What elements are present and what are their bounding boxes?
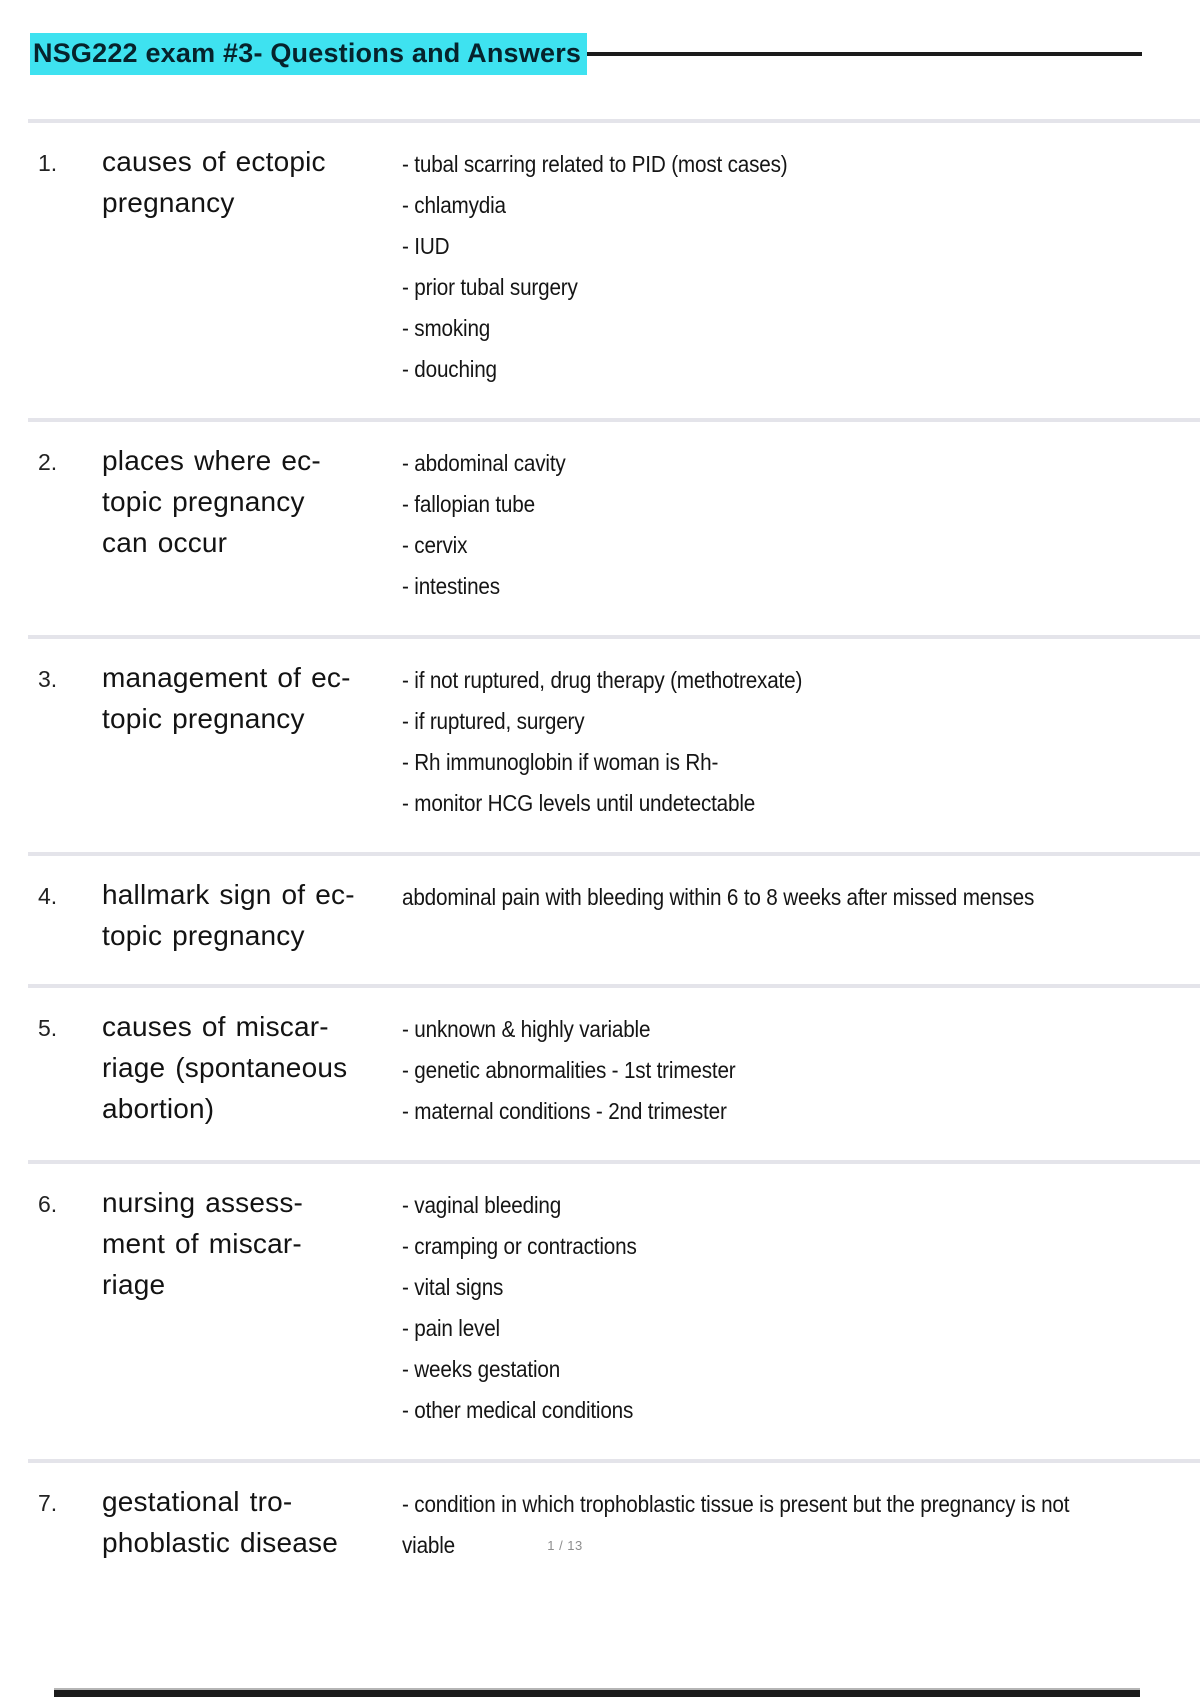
question-text: management of ec-topic pregnancy (102, 657, 402, 824)
qa-item: 6. nursing assess-ment of miscar-riage -… (28, 1160, 1200, 1459)
question-line: topic pregnancy (102, 920, 305, 951)
answer-line: - cervix (402, 532, 468, 558)
qa-item: 4. hallmark sign of ec-topic pregnancy a… (28, 852, 1200, 984)
answer-line: - abdominal cavity (402, 450, 566, 476)
answer-line: - tubal scarring related to PID (most ca… (402, 151, 788, 177)
item-number: 4. (38, 883, 58, 909)
item-number: 6. (38, 1191, 58, 1217)
question-line: riage (102, 1269, 166, 1300)
question-text: gestational tro-phoblastic disease (102, 1481, 402, 1566)
question-text: places where ec-topic pregnancy can occur (102, 440, 402, 607)
question-line: abortion) (102, 1093, 215, 1124)
answer-line: - fallopian tube (402, 491, 535, 517)
question-line: causes of ectopic (102, 146, 326, 177)
answer-line: - douching (402, 356, 497, 382)
qa-item: 1. causes of ectopic pregnancy - tubal sc… (28, 119, 1200, 418)
question-line: causes of miscar- (102, 1011, 329, 1042)
answer-line: - IUD (402, 233, 450, 259)
qa-item: 5. causes of miscar-riage (spontaneous ab… (28, 984, 1200, 1160)
question-line: management of ec- (102, 662, 351, 693)
scan-edge-bar (54, 1688, 1140, 1697)
question-line: places where ec- (102, 445, 321, 476)
question-line: gestational tro- (102, 1486, 293, 1517)
question-line: pregnancy (102, 187, 235, 218)
answer-line: - genetic abnormalities - 1st trimester (402, 1057, 736, 1083)
answer-line: - if not ruptured, drug therapy (methotr… (402, 667, 803, 693)
answer-line: - unknown & highly variable (402, 1016, 651, 1042)
item-number: 5. (38, 1015, 58, 1041)
answer-line: - if ruptured, surgery (402, 708, 585, 734)
item-number: 7. (38, 1490, 58, 1516)
answer-line: viable (402, 1532, 456, 1558)
answer-line: - weeks gestation (402, 1356, 561, 1382)
answer-line: - condition in which trophoblastic tissu… (402, 1491, 1070, 1517)
answer-line: - monitor HCG levels until undetectable (402, 790, 756, 816)
question-line: can occur (102, 527, 228, 558)
answer-text: abdominal pain with bleeding within 6 to… (402, 874, 1200, 956)
answer-line: - Rh immunoglobin if woman is Rh- (402, 749, 719, 775)
answer-text: - abdominal cavity - fallopian tube - cerv… (402, 440, 1200, 607)
question-text: causes of ectopic pregnancy (102, 141, 402, 390)
answer-line: - pain level (402, 1315, 500, 1341)
page-title: NSG222 exam #3- Questions and Answers (30, 33, 588, 75)
qa-list: 1. causes of ectopic pregnancy - tubal sc… (0, 119, 1200, 1594)
answer-line: - chlamydia (402, 192, 506, 218)
title-row: NSG222 exam #3- Questions and Answers (0, 0, 1200, 75)
question-line: topic pregnancy (102, 703, 305, 734)
question-line: nursing assess- (102, 1187, 304, 1218)
item-number: 2. (38, 449, 58, 475)
qa-item: 2. places where ec-topic pregnancy can oc… (28, 418, 1200, 635)
answer-line: - prior tubal surgery (402, 274, 578, 300)
question-line: topic pregnancy (102, 486, 305, 517)
answer-text: - if not ruptured, drug therapy (methotr… (402, 657, 1200, 824)
answer-line: abdominal pain with bleeding within 6 to… (402, 884, 1035, 910)
question-line: riage (spontaneous (102, 1052, 348, 1083)
answer-line: - smoking (402, 315, 491, 341)
answer-line: - other medical conditions (402, 1397, 634, 1423)
answer-line: - vaginal bleeding (402, 1192, 562, 1218)
question-text: nursing assess-ment of miscar-riage (102, 1182, 402, 1431)
answer-line: - vital signs (402, 1274, 504, 1300)
answer-text: - condition in which trophoblastic tissu… (402, 1481, 1200, 1566)
title-rule-line (587, 52, 1142, 56)
item-number: 1. (38, 150, 58, 176)
question-text: causes of miscar-riage (spontaneous abort… (102, 1006, 402, 1132)
answer-line: - cramping or contractions (402, 1233, 637, 1259)
page-number: 1 / 13 (547, 1538, 583, 1553)
question-line: hallmark sign of ec- (102, 879, 355, 910)
answer-line: - maternal conditions - 2nd trimester (402, 1098, 727, 1124)
answer-text: - unknown & highly variable - genetic abn… (402, 1006, 1200, 1132)
item-number: 3. (38, 666, 58, 692)
answer-text: - tubal scarring related to PID (most ca… (402, 141, 1200, 390)
answer-line: - intestines (402, 573, 500, 599)
qa-item: 7. gestational tro-phoblastic disease - … (28, 1459, 1200, 1594)
question-text: hallmark sign of ec-topic pregnancy (102, 874, 402, 956)
question-line: ment of miscar- (102, 1228, 302, 1259)
qa-item: 3. management of ec-topic pregnancy - if… (28, 635, 1200, 852)
question-line: phoblastic disease (102, 1527, 338, 1558)
answer-text: - vaginal bleeding - cramping or contract… (402, 1182, 1200, 1431)
